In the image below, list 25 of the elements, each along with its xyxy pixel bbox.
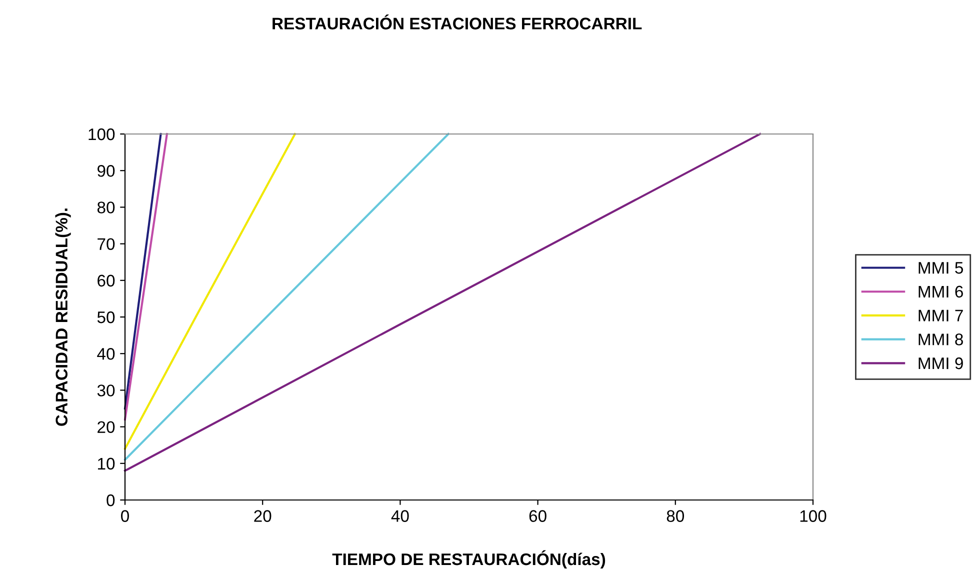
y-tick-label: 80 bbox=[97, 202, 115, 214]
y-tick-label: 20 bbox=[98, 421, 115, 434]
legend-label: MMI 5 bbox=[918, 262, 963, 274]
y-tick-label: 100 bbox=[88, 128, 115, 140]
legend-label: MMI 7 bbox=[918, 310, 963, 322]
chart-title: RESTAURACIÓN ESTACIONES FERROCARRIL bbox=[272, 14, 642, 30]
y-tick-label: 0 bbox=[106, 494, 115, 506]
y-tick-label: 70 bbox=[98, 238, 115, 250]
x-tick-label: 20 bbox=[254, 510, 272, 522]
y-tick-label: 50 bbox=[97, 311, 115, 324]
legend-label: MMI 9 bbox=[918, 357, 963, 370]
y-tick-label: 60 bbox=[98, 274, 115, 287]
y-axis-title: CAPACIDAD RESIDUAL(%). bbox=[55, 208, 71, 426]
y-tick-label: 40 bbox=[97, 348, 115, 360]
legend-label: MMI 6 bbox=[918, 286, 963, 298]
y-tick-label: 30 bbox=[97, 384, 115, 396]
x-tick-label: 60 bbox=[529, 510, 546, 522]
legend-label: MMI 8 bbox=[918, 334, 963, 346]
y-tick-label: 10 bbox=[98, 458, 115, 470]
y-tick-label: 90 bbox=[98, 165, 115, 177]
x-tick-label: 40 bbox=[391, 510, 409, 522]
x-tick-label: 80 bbox=[666, 510, 684, 522]
x-tick-label: 0 bbox=[121, 510, 129, 522]
x-tick-label: 100 bbox=[800, 510, 826, 522]
x-axis-title: TIEMPO DE RESTAURACIÓN(días) bbox=[332, 550, 606, 568]
